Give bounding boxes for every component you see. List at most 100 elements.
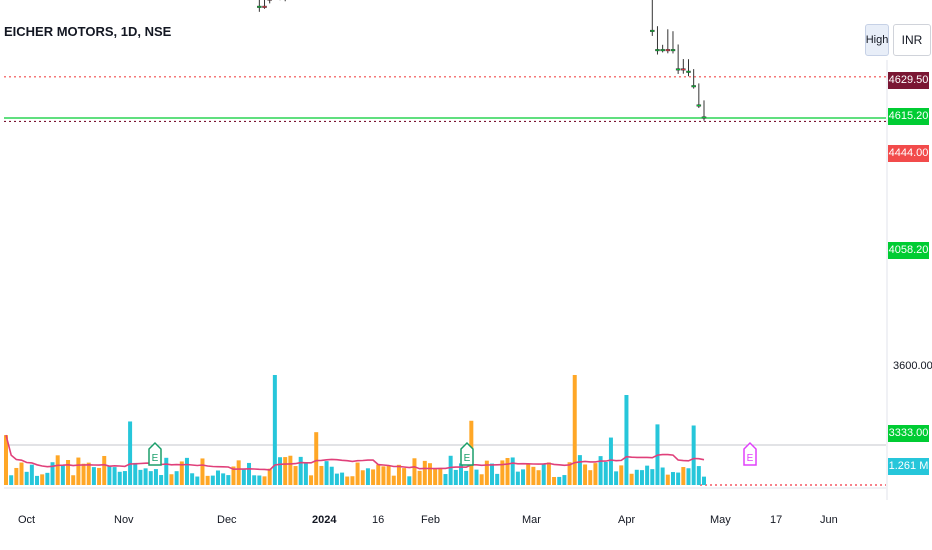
volume-bar xyxy=(293,466,298,485)
volume-bar xyxy=(45,472,50,485)
volume-bar xyxy=(40,474,45,485)
volume-bar xyxy=(200,458,205,485)
x-tick-feb: Feb xyxy=(421,514,440,526)
volume-bar xyxy=(350,476,355,485)
volume-bar xyxy=(660,467,665,485)
volume-bar xyxy=(128,421,133,485)
volume-bar xyxy=(9,475,14,485)
volume-bar xyxy=(614,471,619,485)
volume-bar xyxy=(639,470,644,485)
candle-body xyxy=(701,116,707,119)
currency-button[interactable]: INR xyxy=(893,24,931,56)
volume-bar xyxy=(593,463,598,485)
volume-bar xyxy=(536,470,541,485)
volume-bar xyxy=(159,475,164,485)
x-tick-16: 16 xyxy=(372,514,385,526)
volume-bar xyxy=(624,395,629,485)
volume-bar xyxy=(272,375,277,485)
volume-bar xyxy=(35,475,40,485)
volume-bar xyxy=(117,471,122,485)
volume-bar xyxy=(340,472,345,485)
volume-bar xyxy=(257,475,262,485)
volume-bar xyxy=(278,457,283,485)
volume-bar xyxy=(138,469,143,485)
volume-bar xyxy=(303,463,308,485)
volume-bar xyxy=(283,457,288,485)
volume-bar xyxy=(153,469,158,485)
volume-bar xyxy=(76,457,81,485)
volume-bar xyxy=(386,465,391,485)
volume-bar xyxy=(665,474,670,485)
volume-bar xyxy=(133,462,138,485)
volume-bar xyxy=(676,472,681,485)
volume-bar xyxy=(14,467,19,485)
volume-bar xyxy=(66,459,71,485)
candle-body xyxy=(660,49,665,52)
volume-bar xyxy=(453,469,458,485)
volume-bar xyxy=(267,468,272,485)
volume-bar xyxy=(71,475,76,485)
volume-bar xyxy=(314,432,319,485)
volume-bar xyxy=(50,462,55,485)
volume-bar xyxy=(226,475,231,485)
candle-body xyxy=(655,49,660,52)
volume-bar xyxy=(319,465,324,485)
volume-bar xyxy=(427,463,432,485)
volume-bar xyxy=(510,457,515,485)
volume-bar xyxy=(583,464,588,485)
volume-bar xyxy=(552,476,557,485)
candle-body xyxy=(262,5,267,8)
x-tick-2024: 2024 xyxy=(312,514,337,526)
volume-bar xyxy=(407,476,412,485)
volume-bar xyxy=(221,473,226,485)
volume-bar xyxy=(629,473,634,485)
volume-bar xyxy=(391,475,396,485)
volume-bar xyxy=(521,469,526,485)
volume-bar xyxy=(60,464,65,485)
volume-bar xyxy=(691,425,696,485)
candle-body xyxy=(686,70,691,73)
price-label-green: 4058.20 xyxy=(888,242,929,259)
volume-bar xyxy=(215,470,220,485)
volume-bar xyxy=(371,469,376,485)
volume-bar xyxy=(195,476,200,485)
volume-bar xyxy=(474,469,479,485)
volume-bar xyxy=(345,476,350,485)
earnings-marker: E xyxy=(460,441,474,466)
volume-bar xyxy=(567,462,572,485)
volume-bar xyxy=(438,467,443,485)
volume-bar xyxy=(650,469,655,485)
volume-bar xyxy=(148,471,153,485)
volume-bar xyxy=(634,469,639,485)
volume-bar xyxy=(102,455,107,485)
x-tick-jun: Jun xyxy=(820,514,838,526)
volume-bar xyxy=(681,467,686,485)
volume-bar xyxy=(381,466,386,485)
volume-bar xyxy=(422,460,427,485)
x-tick-dec: Dec xyxy=(217,514,237,526)
volume-bar xyxy=(365,468,370,485)
volume-bar xyxy=(324,461,329,485)
volume-bar xyxy=(396,464,401,485)
candle-body xyxy=(691,85,696,88)
volume-bar xyxy=(252,475,257,485)
high-button[interactable]: High xyxy=(865,24,889,56)
volume-bar xyxy=(702,476,706,485)
volume-bar xyxy=(541,464,546,485)
volume-bar xyxy=(443,474,448,485)
volume-bar xyxy=(112,467,117,485)
candle-body xyxy=(665,49,671,52)
volume-bar xyxy=(107,466,112,485)
volume-bar xyxy=(531,466,536,485)
volume-bar xyxy=(500,460,505,485)
volume-bar xyxy=(402,468,407,485)
volume-bar xyxy=(210,475,215,485)
volume-bar xyxy=(495,473,500,485)
volume-bar xyxy=(231,466,236,485)
volume-bar xyxy=(515,471,520,485)
volume-bar xyxy=(448,455,453,485)
volume-bar xyxy=(464,470,469,485)
volume-bar xyxy=(24,471,29,485)
